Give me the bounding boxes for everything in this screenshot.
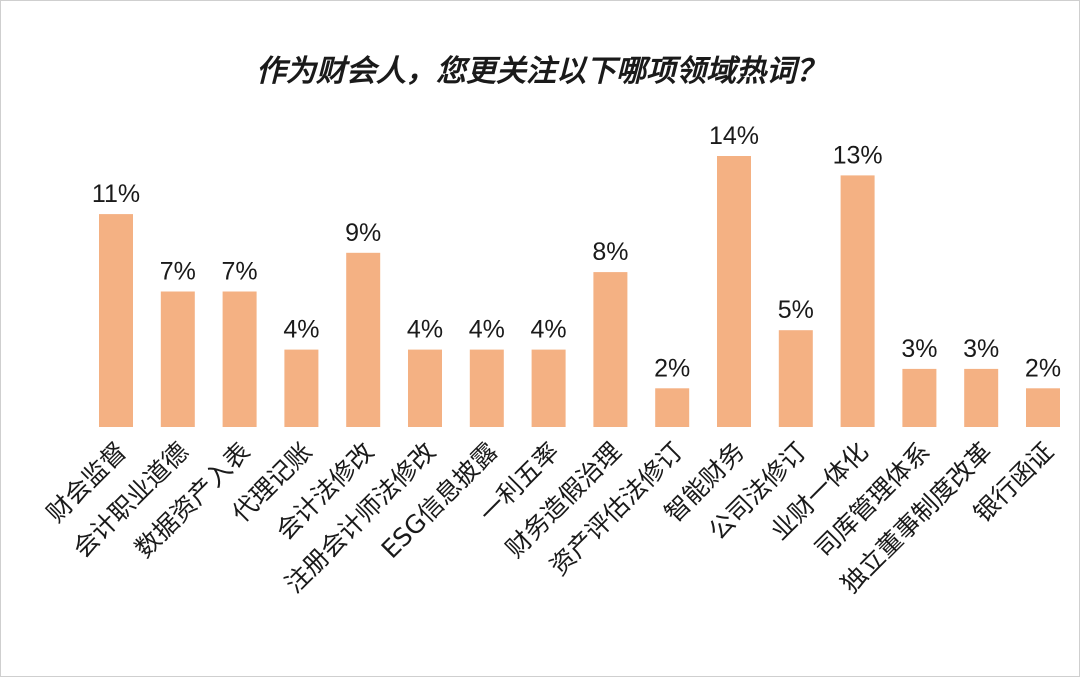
bar bbox=[964, 368, 999, 427]
value-label: 4% bbox=[531, 316, 567, 344]
bar bbox=[902, 368, 937, 427]
bar bbox=[346, 252, 381, 427]
bar bbox=[1026, 388, 1060, 427]
category-labels-layer: 财会监督会计职业道德数据资产入表代理记账会计法修改注册会计师法修改ESG信息披露… bbox=[41, 437, 1059, 599]
bar bbox=[408, 349, 442, 427]
bar bbox=[160, 291, 195, 427]
bar bbox=[469, 349, 504, 427]
value-label: 7% bbox=[222, 258, 258, 286]
value-label: 4% bbox=[283, 316, 319, 344]
bars-layer bbox=[99, 156, 1060, 427]
bar bbox=[99, 214, 133, 427]
value-label: 4% bbox=[407, 316, 443, 344]
bar bbox=[284, 349, 319, 427]
bar bbox=[840, 175, 875, 427]
value-labels-layer: 11% 7% 7% 4% 9% 4% 4% 4% 8% 2% 14% 5% 13% 3% 3% 2% bbox=[92, 122, 1061, 382]
value-label: 5% bbox=[778, 296, 814, 324]
value-label: 2% bbox=[654, 354, 690, 382]
bar bbox=[222, 291, 257, 427]
bar bbox=[593, 272, 628, 427]
bar bbox=[655, 388, 690, 427]
value-label: 14% bbox=[709, 122, 759, 150]
value-label: 7% bbox=[160, 258, 196, 286]
value-label: 3% bbox=[963, 335, 999, 363]
bar bbox=[717, 156, 751, 427]
chart-title: 作为财会人，您更关注以下哪项领域热词？ bbox=[256, 54, 826, 89]
value-label: 3% bbox=[901, 335, 937, 363]
value-label: 11% bbox=[92, 180, 140, 208]
value-label: 13% bbox=[833, 141, 883, 169]
value-label: 8% bbox=[592, 238, 628, 266]
value-label: 9% bbox=[345, 219, 381, 247]
bar bbox=[778, 330, 813, 427]
value-label: 4% bbox=[469, 316, 505, 344]
bar bbox=[531, 349, 566, 427]
value-label: 2% bbox=[1025, 354, 1061, 382]
